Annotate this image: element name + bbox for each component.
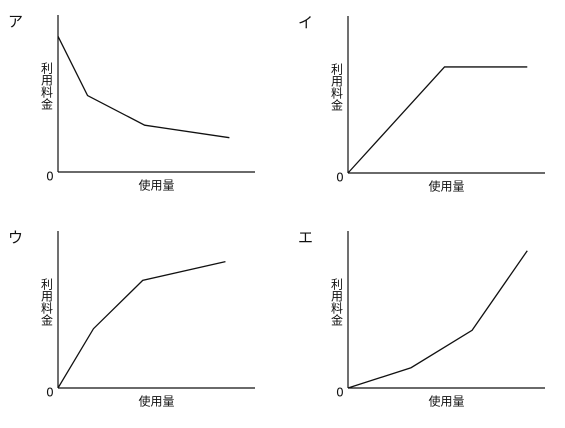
panel-title: ウ xyxy=(8,229,23,247)
data-line xyxy=(57,35,230,139)
data-line xyxy=(347,250,528,389)
panel-title: イ xyxy=(298,14,313,32)
y-axis-label: 利用料金 xyxy=(40,278,54,326)
y-axis-label: 利用料金 xyxy=(330,63,344,111)
origin-label: 0 xyxy=(336,171,344,185)
origin-label: 0 xyxy=(46,170,54,184)
data-line xyxy=(57,261,226,389)
panel-title: エ xyxy=(298,229,313,247)
y-axis-label: 利用料金 xyxy=(330,278,344,326)
x-axis-label: 使用量 xyxy=(138,178,174,193)
x-axis-label: 使用量 xyxy=(138,394,174,409)
panel-title: ア xyxy=(8,13,23,31)
origin-label: 0 xyxy=(46,386,54,400)
data-line xyxy=(347,66,528,174)
origin-label: 0 xyxy=(336,386,344,400)
x-axis-label: 使用量 xyxy=(428,394,464,409)
x-axis-label: 使用量 xyxy=(428,179,464,194)
y-axis-label: 利用料金 xyxy=(40,62,54,110)
